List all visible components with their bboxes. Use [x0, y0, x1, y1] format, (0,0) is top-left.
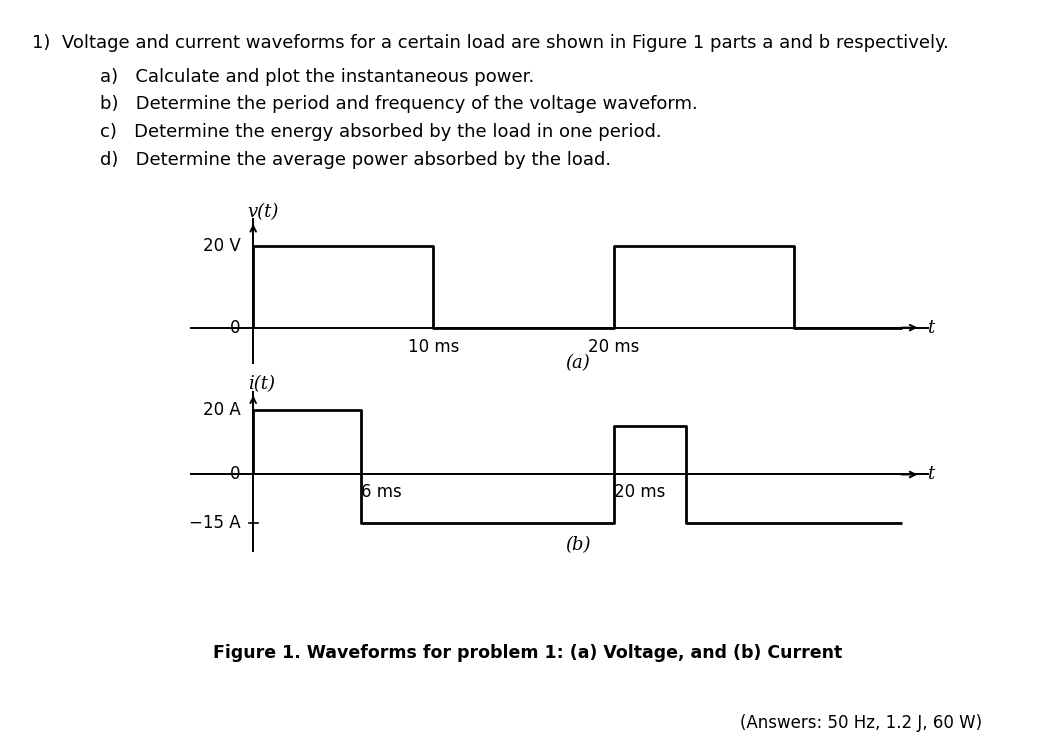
Text: 20 ms: 20 ms [614, 483, 665, 501]
Text: (Answers: 50 Hz, 1.2 J, 60 W): (Answers: 50 Hz, 1.2 J, 60 W) [740, 714, 982, 732]
Text: 1)  Voltage and current waveforms for a certain load are shown in Figure 1 parts: 1) Voltage and current waveforms for a c… [32, 34, 948, 52]
Text: 20 A: 20 A [203, 401, 241, 419]
Text: 20 V: 20 V [203, 237, 241, 255]
Text: 6 ms: 6 ms [361, 483, 402, 501]
Text: t: t [927, 466, 935, 484]
Text: v(t): v(t) [248, 203, 279, 221]
Text: 10 ms: 10 ms [408, 338, 459, 356]
Text: a)   Calculate and plot the instantaneous power.: a) Calculate and plot the instantaneous … [100, 68, 534, 86]
Text: 0: 0 [230, 318, 241, 336]
Text: t: t [927, 318, 935, 336]
Text: c)   Determine the energy absorbed by the load in one period.: c) Determine the energy absorbed by the … [100, 123, 662, 141]
Text: 0: 0 [230, 466, 241, 484]
Text: d)   Determine the average power absorbed by the load.: d) Determine the average power absorbed … [100, 151, 611, 169]
Text: (b): (b) [565, 536, 590, 553]
Text: i(t): i(t) [248, 375, 275, 393]
Text: Figure 1. Waveforms for problem 1: (a) Voltage, and (b) Current: Figure 1. Waveforms for problem 1: (a) V… [213, 644, 843, 662]
Text: −15 A: −15 A [189, 514, 241, 532]
Text: 20 ms: 20 ms [588, 338, 640, 356]
Text: (a): (a) [565, 354, 590, 372]
Text: b)   Determine the period and frequency of the voltage waveform.: b) Determine the period and frequency of… [100, 95, 698, 113]
